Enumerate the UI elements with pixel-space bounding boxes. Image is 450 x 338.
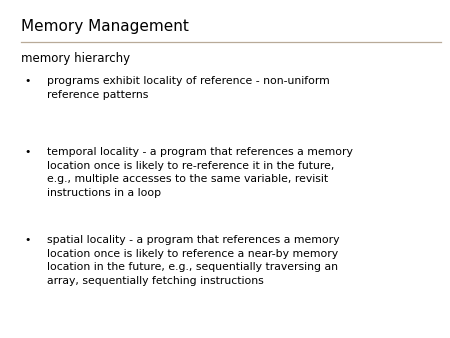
Text: •: • bbox=[25, 76, 31, 86]
Text: temporal locality - a program that references a memory
location once is likely t: temporal locality - a program that refer… bbox=[47, 147, 353, 198]
Text: Memory Management: Memory Management bbox=[21, 19, 189, 33]
Text: programs exhibit locality of reference - non-uniform
reference patterns: programs exhibit locality of reference -… bbox=[47, 76, 330, 100]
Text: memory hierarchy: memory hierarchy bbox=[21, 52, 130, 65]
Text: spatial locality - a program that references a memory
location once is likely to: spatial locality - a program that refere… bbox=[47, 235, 340, 286]
Text: •: • bbox=[25, 147, 31, 157]
Text: •: • bbox=[25, 235, 31, 245]
